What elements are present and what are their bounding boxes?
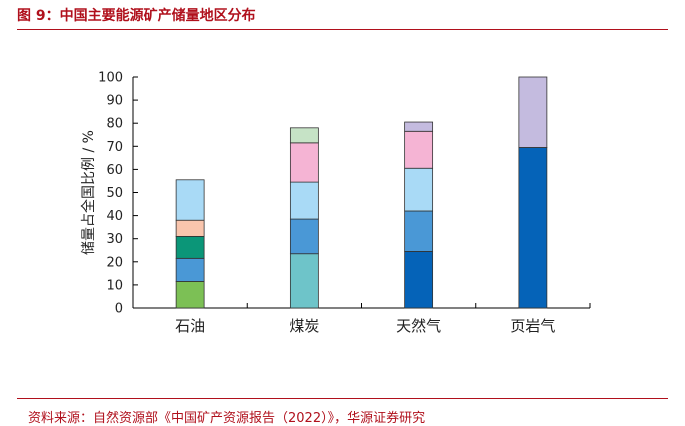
bar-segment bbox=[404, 121, 434, 132]
x-tick-label: 页岩气 bbox=[510, 317, 555, 335]
bar-segment bbox=[289, 142, 319, 183]
bar-segment bbox=[175, 219, 205, 237]
bar-segment bbox=[175, 257, 205, 282]
title-divider bbox=[17, 29, 668, 30]
bar-segment bbox=[289, 218, 319, 255]
bar-segment bbox=[175, 281, 205, 309]
y-tick-label: 30 bbox=[106, 232, 123, 247]
bar-segment bbox=[404, 167, 434, 212]
y-tick-label: 90 bbox=[106, 94, 123, 109]
x-tick-label: 天然气 bbox=[396, 317, 441, 335]
x-tick-label: 煤炭 bbox=[289, 317, 319, 335]
bar-segment bbox=[404, 130, 434, 169]
y-tick-label: 20 bbox=[106, 255, 123, 270]
bar-segment bbox=[404, 210, 434, 252]
y-axis-label-group: 储量占全国比例 / % bbox=[80, 130, 97, 255]
bar-segment bbox=[289, 253, 319, 309]
y-tick-label: 70 bbox=[106, 140, 123, 155]
y-tick-label: 60 bbox=[106, 163, 123, 178]
stacked-bar-chart: 0 10 20 30 40 50 60 70 80 90 100 石油 煤炭 天然气 页岩气 储量占全国比… bbox=[80, 71, 591, 335]
bar-segment bbox=[175, 235, 205, 259]
source-divider bbox=[17, 398, 668, 399]
y-tick-label: 80 bbox=[106, 117, 123, 132]
bar-segment bbox=[518, 76, 548, 148]
y-tick-label: 50 bbox=[106, 186, 123, 201]
x-tick-label: 石油 bbox=[175, 317, 205, 335]
y-tick-label: 40 bbox=[106, 209, 123, 224]
chart-bars bbox=[175, 76, 548, 309]
y-tick-label: 0 bbox=[115, 302, 123, 317]
source-note: 资料来源：自然资源部《中国矿产资源报告（2022）》，华源证券研究 bbox=[28, 411, 426, 426]
chart-axes: 0 10 20 30 40 50 60 70 80 90 100 bbox=[98, 71, 591, 317]
bar-segment bbox=[518, 147, 548, 309]
figure-title: 图 9：中国主要能源矿产储量地区分布 bbox=[17, 8, 256, 24]
x-tick-labels: 石油 煤炭 天然气 页岩气 bbox=[175, 317, 555, 335]
y-tick-label: 10 bbox=[106, 278, 123, 293]
bar-segment bbox=[289, 127, 319, 144]
bar-segment bbox=[175, 179, 205, 221]
bar-segment bbox=[289, 181, 319, 220]
bar-segment bbox=[404, 251, 434, 309]
y-axis-label: 储量占全国比例 / % bbox=[80, 130, 97, 255]
y-tick-label: 100 bbox=[98, 71, 123, 86]
